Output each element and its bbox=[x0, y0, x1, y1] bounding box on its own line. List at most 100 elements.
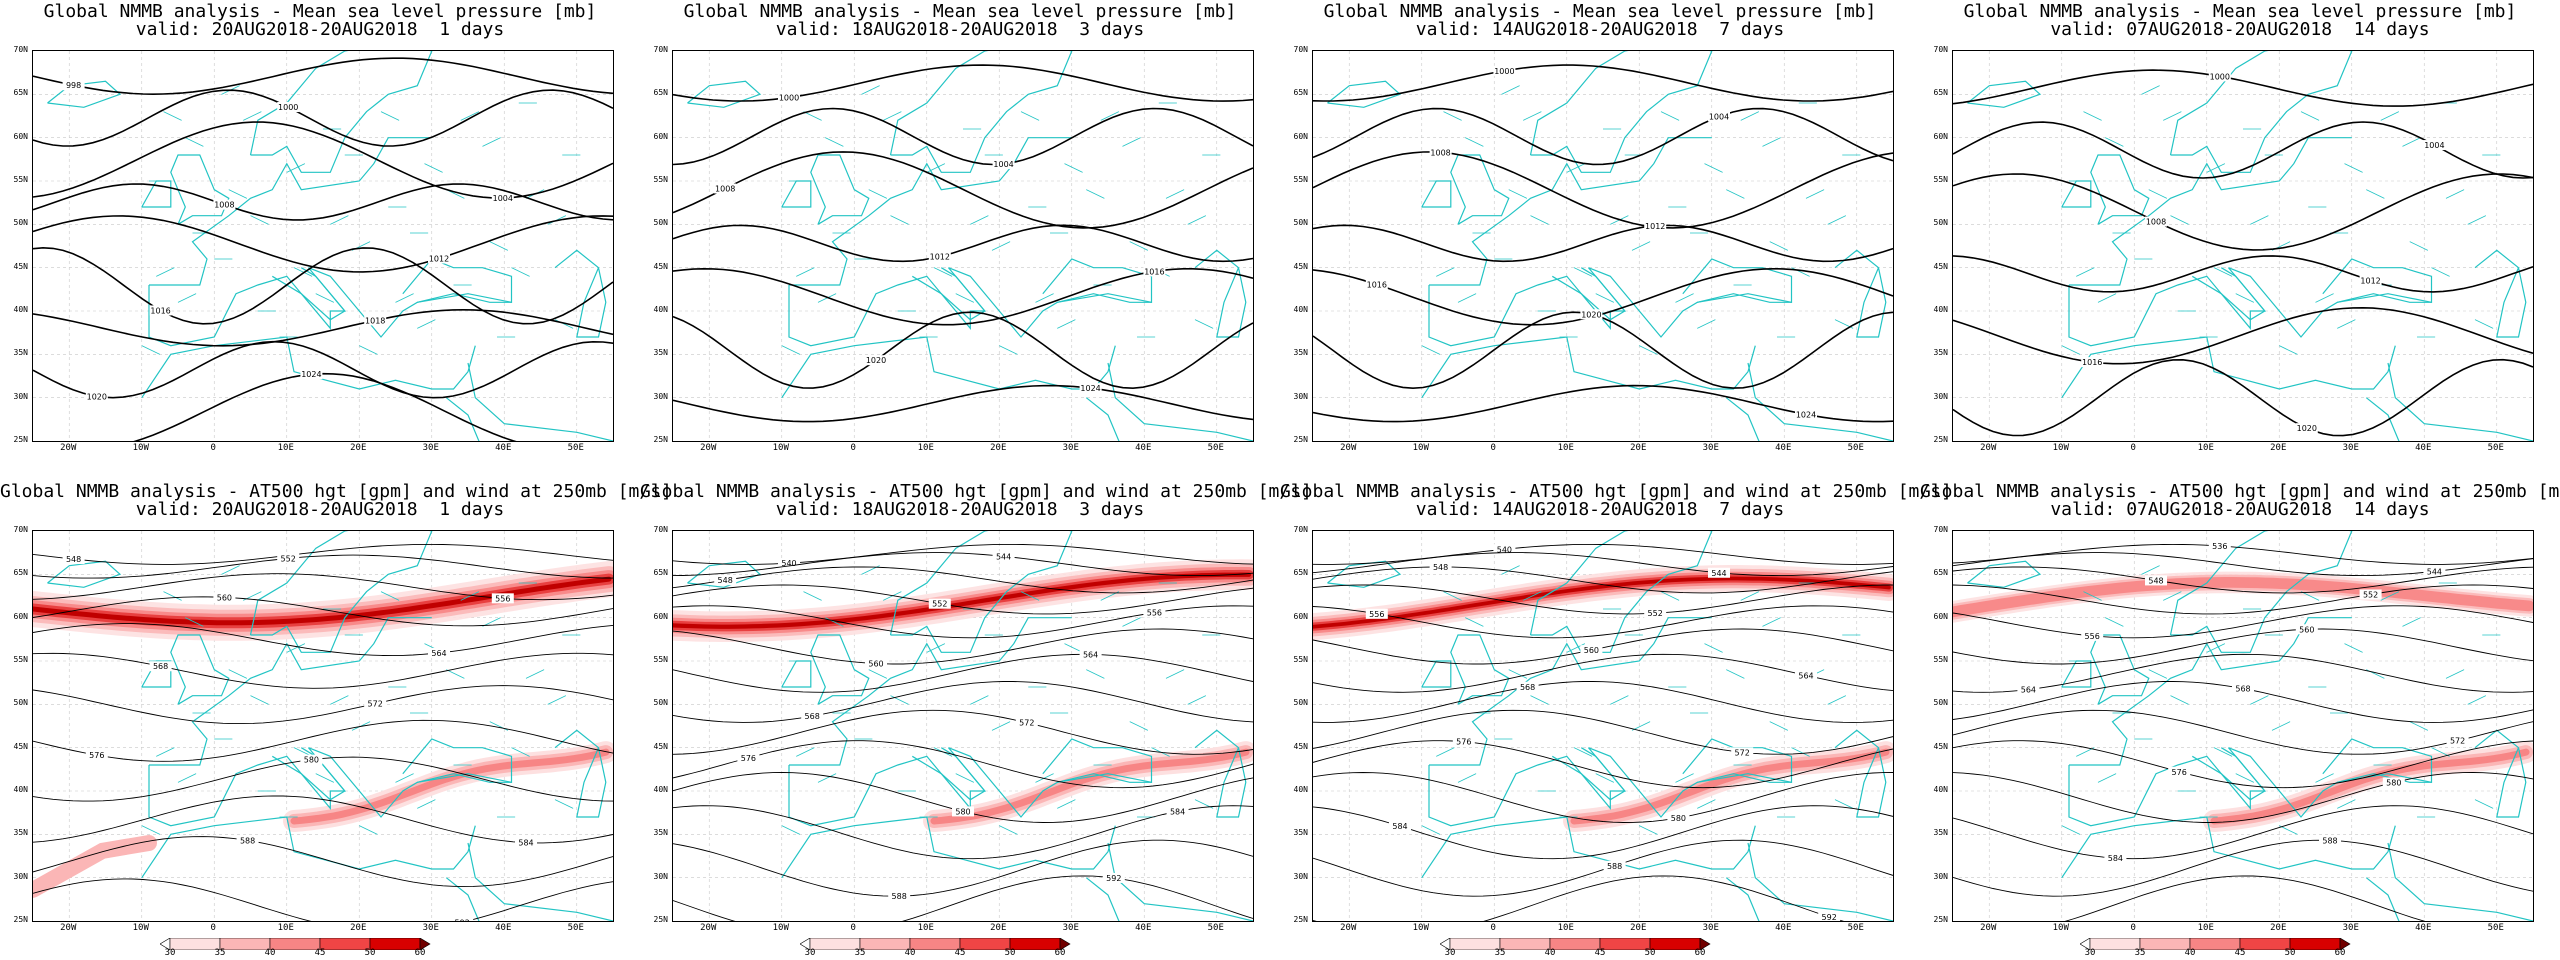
isoline bbox=[1312, 740, 1894, 789]
lon-tick-label: 20E bbox=[1630, 923, 1647, 933]
isoline bbox=[32, 652, 614, 689]
lon-tick-label: 0 bbox=[1490, 443, 1496, 453]
contour-label: 548 bbox=[1433, 563, 1448, 572]
lat-tick-label: 70N bbox=[13, 45, 28, 54]
isoline bbox=[1312, 566, 1894, 594]
contour-label: 552 bbox=[932, 600, 947, 609]
map-svg: 1000 1004 1008 1012 1016 1020 bbox=[1952, 41, 2534, 520]
lat-tick-label: 30N bbox=[1933, 391, 1948, 401]
lon-tick-label: 10W bbox=[772, 923, 789, 933]
contour-label: 556 bbox=[495, 594, 510, 603]
lat-tick-label: 55N bbox=[1293, 655, 1308, 664]
lat-tick-label: 35N bbox=[1933, 828, 1948, 838]
isoline bbox=[32, 719, 614, 762]
isoline bbox=[1312, 605, 1894, 639]
lon-tick-label: 50E bbox=[2487, 923, 2504, 933]
contour-label: 1012 bbox=[1645, 222, 1665, 231]
panel-valid-range: valid: 18AUG2018-20AUG2018 3 days bbox=[775, 19, 1145, 40]
contour-lines: 540 544 548 552 556 560 564 568 572 576 580 584 588 5… bbox=[672, 543, 1254, 936]
isoline bbox=[32, 836, 614, 888]
map-panel: Global NMMB analysis - AT500 hgt [gpm] a… bbox=[1920, 480, 2560, 960]
contour-label: 1000 bbox=[278, 103, 298, 112]
map-panel: Global NMMB analysis - Mean sea level pr… bbox=[640, 0, 1280, 520]
wind-colorbar bbox=[159, 935, 480, 951]
contour-label: 588 bbox=[2322, 836, 2337, 845]
lat-tick-label: 45N bbox=[13, 261, 28, 271]
contour-label: 548 bbox=[2148, 576, 2163, 585]
contour-label: 1012 bbox=[429, 254, 449, 263]
contour-label: 540 bbox=[1497, 545, 1512, 554]
contour-label: 548 bbox=[718, 576, 733, 585]
isoline bbox=[32, 596, 614, 627]
lat-tick-label: 45N bbox=[1293, 261, 1308, 271]
isoline bbox=[1952, 709, 2534, 755]
lon-tick-label: 20E bbox=[1630, 443, 1647, 453]
lon-tick-label: 10E bbox=[1557, 443, 1574, 453]
lat-tick-label: 30N bbox=[653, 391, 668, 401]
lat-tick-label: 40N bbox=[13, 785, 28, 794]
colorbar-svg bbox=[159, 937, 431, 951]
isoline bbox=[32, 573, 614, 601]
isoline bbox=[672, 709, 1254, 755]
lat-tick-label: 70N bbox=[13, 525, 28, 534]
map-plot-area: 998 1000 1004 1008 1012 1016 1018 1020 1024 bbox=[32, 41, 614, 520]
isoline bbox=[1312, 151, 1894, 229]
lon-tick-label: 30E bbox=[422, 443, 439, 453]
isoline bbox=[1312, 709, 1894, 755]
colorbar-tick-label: 40 bbox=[1544, 948, 1556, 958]
lon-tick-label: 10W bbox=[2052, 443, 2069, 453]
map-svg: 540 544 548 552 556 560 564 568 572 576 580 584 588 5… bbox=[1299, 521, 1903, 960]
contour-label: 1000 bbox=[1494, 67, 1514, 76]
contour-label: 560 bbox=[868, 660, 883, 669]
contour-label: 560 bbox=[217, 593, 232, 602]
lat-tick-label: 30N bbox=[13, 391, 28, 401]
contour-label: 1004 bbox=[1709, 113, 1729, 122]
lat-tick-label: 35N bbox=[653, 828, 668, 838]
wind-colorbar bbox=[1439, 935, 1760, 951]
contour-lines: 1000 1004 1008 1012 1016 1020 bbox=[1952, 69, 2534, 437]
colorbar-tick-label: 30 bbox=[2084, 948, 2096, 958]
contour-label: 564 bbox=[2021, 686, 2036, 695]
lat-tick-label: 50N bbox=[653, 218, 668, 228]
lon-tick-label: 30E bbox=[422, 923, 439, 933]
contour-label: 580 bbox=[304, 756, 319, 765]
isoline bbox=[1952, 543, 2534, 565]
lat-tick-label: 30N bbox=[13, 871, 28, 881]
isoline bbox=[672, 681, 1254, 723]
contour-label: 592 bbox=[1822, 913, 1837, 921]
lat-tick-label: 35N bbox=[1933, 348, 1948, 358]
contour-label: 576 bbox=[1456, 738, 1471, 747]
lon-tick-label: 10E bbox=[917, 923, 934, 933]
isoline bbox=[1952, 358, 2534, 437]
contour-label: 552 bbox=[2363, 590, 2378, 599]
isoline bbox=[32, 308, 614, 347]
lon-tick-label: 40E bbox=[2415, 923, 2432, 933]
lat-tick-label: 45N bbox=[13, 741, 28, 751]
lat-tick-label: 35N bbox=[653, 348, 668, 358]
isoline bbox=[32, 623, 614, 657]
lon-tick-label: 30E bbox=[1062, 923, 1079, 933]
map-plot-area: 1000 1004 1008 1012 1016 1020 1024 bbox=[672, 41, 1254, 520]
isoline bbox=[672, 839, 1254, 897]
wind-shading bbox=[1942, 571, 2540, 832]
lon-tick-label: 40E bbox=[1135, 923, 1152, 933]
contour-label: 1024 bbox=[301, 370, 321, 379]
lon-tick-label: 10W bbox=[132, 923, 149, 933]
lon-tick-label: 20E bbox=[2270, 443, 2287, 453]
wind-shading bbox=[15, 561, 627, 898]
lon-tick-label: 40E bbox=[1775, 443, 1792, 453]
lon-tick-label: 40E bbox=[1135, 443, 1152, 453]
map-panel: Global NMMB analysis - AT500 hgt [gpm] a… bbox=[1280, 480, 1952, 960]
lon-tick-label: 0 bbox=[2130, 443, 2136, 453]
lon-tick-label: 50E bbox=[2487, 443, 2504, 453]
lon-tick-label: 0 bbox=[850, 443, 856, 453]
contour-label: 1020 bbox=[2297, 424, 2317, 433]
lon-tick-label: 50E bbox=[567, 923, 584, 933]
map-svg: 998 1000 1004 1008 1012 1016 1018 1020 1024 bbox=[32, 41, 614, 520]
wind-colorbar bbox=[2079, 935, 2400, 951]
contour-label: 1020 bbox=[866, 356, 886, 365]
contour-label: 580 bbox=[2386, 778, 2401, 787]
isoline bbox=[1312, 584, 1893, 615]
contour-label: 564 bbox=[1798, 671, 1813, 680]
contour-label: 568 bbox=[2235, 685, 2250, 694]
